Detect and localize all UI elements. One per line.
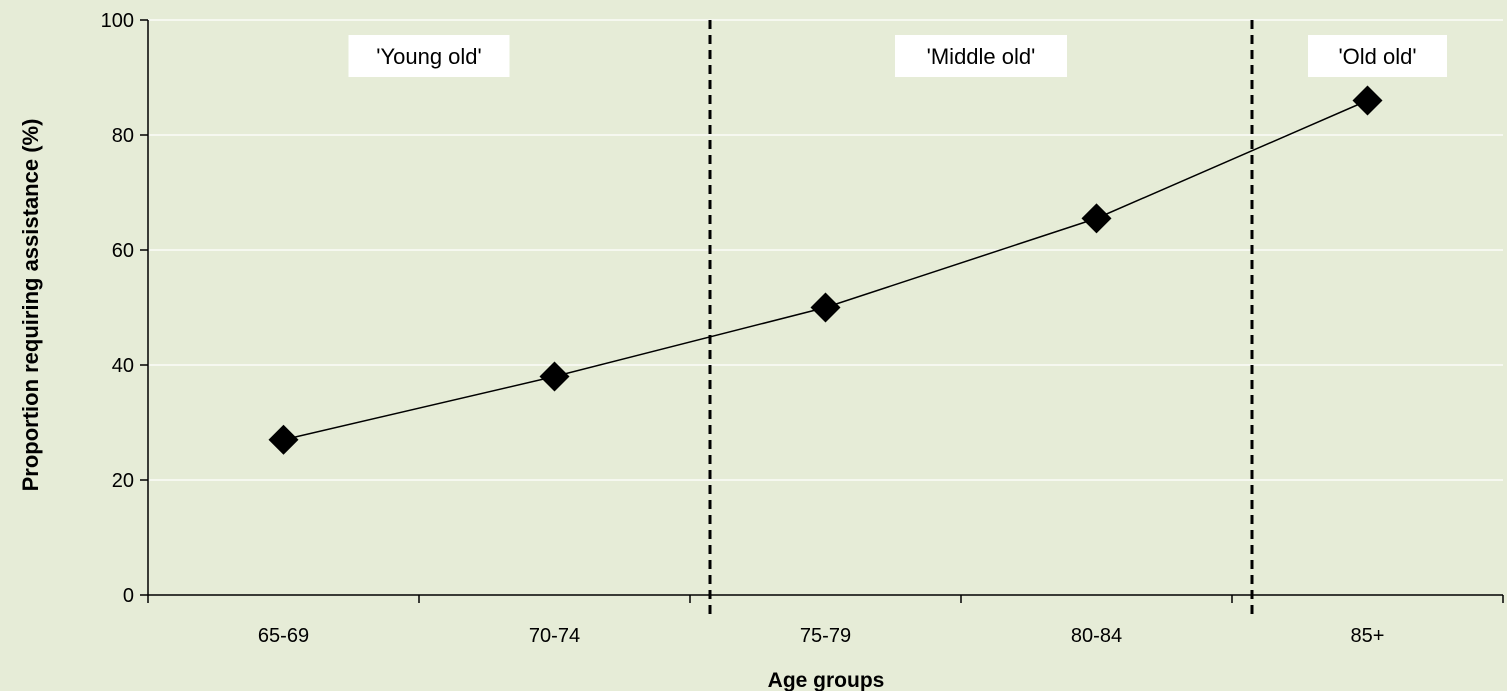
age-regions: 'Young old' 'Middle old' 'Old old': [348, 20, 1447, 616]
region-label-box: [1308, 35, 1447, 77]
y-axis-title: Proportion requiring assistance (%): [18, 119, 43, 492]
region-label-box: [348, 35, 510, 77]
y-tick-label: 80: [112, 125, 134, 147]
x-axis-title: Age groups: [768, 669, 885, 691]
data-point: [1081, 203, 1112, 234]
x-tick-label: 70-74: [529, 625, 580, 647]
data-point: [539, 361, 570, 392]
y-tick-label: 20: [112, 470, 134, 492]
y-tick-label: 0: [123, 585, 134, 607]
series: [268, 85, 1383, 455]
data-point: [1352, 85, 1383, 116]
x-tick-label: 80-84: [1071, 625, 1122, 647]
data-point: [810, 292, 841, 323]
axes: 0 20 40 60 80 100 65-69 70-74 75-79 80-84 85+: [101, 10, 1504, 647]
x-tick-label: 85+: [1351, 625, 1385, 647]
region-label-box: [895, 35, 1067, 77]
region-label: 'Old old': [1338, 44, 1416, 69]
y-tick-label: 100: [101, 10, 134, 32]
gridlines: [148, 19, 1503, 481]
data-point: [268, 424, 299, 455]
region-label: 'Young old': [376, 44, 481, 69]
x-tick-label: 65-69: [258, 625, 309, 647]
region-label: 'Middle old': [927, 44, 1036, 69]
y-tick-label: 60: [112, 240, 134, 262]
series-line: [283, 99, 1368, 441]
x-tick-label: 75-79: [800, 625, 851, 647]
y-tick-label: 40: [112, 355, 134, 377]
